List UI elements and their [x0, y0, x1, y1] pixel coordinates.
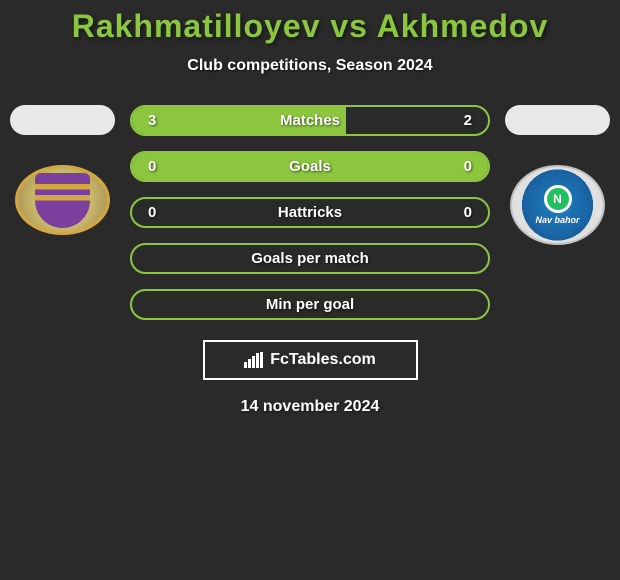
stat-row-mpg: Min per goal	[130, 289, 490, 320]
stat-right-value: 0	[432, 158, 472, 175]
player-right-avatar	[505, 105, 610, 135]
stat-label: Matches	[280, 112, 340, 129]
stat-left-value: 0	[148, 204, 188, 221]
stat-left-value: 3	[148, 112, 188, 129]
player-right-column	[500, 105, 615, 245]
stat-left-value: 0	[148, 158, 188, 175]
stat-row-hattricks: 0 Hattricks 0	[130, 197, 490, 228]
player-left-avatar	[10, 105, 115, 135]
chart-icon	[244, 352, 264, 368]
watermark-label: FcTables.com	[270, 351, 376, 369]
stat-label: Goals per match	[251, 250, 369, 267]
stat-right-value: 2	[432, 112, 472, 129]
stat-label: Min per goal	[266, 296, 354, 313]
stat-right-value: 0	[432, 204, 472, 221]
club-badge-right	[510, 165, 605, 245]
comparison-title: Rakhmatilloyev vs Akhmedov	[0, 8, 620, 45]
stat-label: Hattricks	[278, 204, 342, 221]
stat-label: Goals	[289, 158, 331, 175]
player-left-column	[5, 105, 120, 235]
stat-row-matches: 3 Matches 2	[130, 105, 490, 136]
date-label: 14 november 2024	[0, 398, 620, 416]
stat-row-goals: 0 Goals 0	[130, 151, 490, 182]
club-badge-left	[15, 165, 110, 235]
comparison-content: 3 Matches 2 0 Goals 0 0 Hattricks 0 Goal…	[0, 105, 620, 320]
stat-row-gpm: Goals per match	[130, 243, 490, 274]
watermark-box: FcTables.com	[203, 340, 418, 380]
comparison-subtitle: Club competitions, Season 2024	[0, 57, 620, 75]
stats-column: 3 Matches 2 0 Goals 0 0 Hattricks 0 Goal…	[130, 105, 490, 320]
